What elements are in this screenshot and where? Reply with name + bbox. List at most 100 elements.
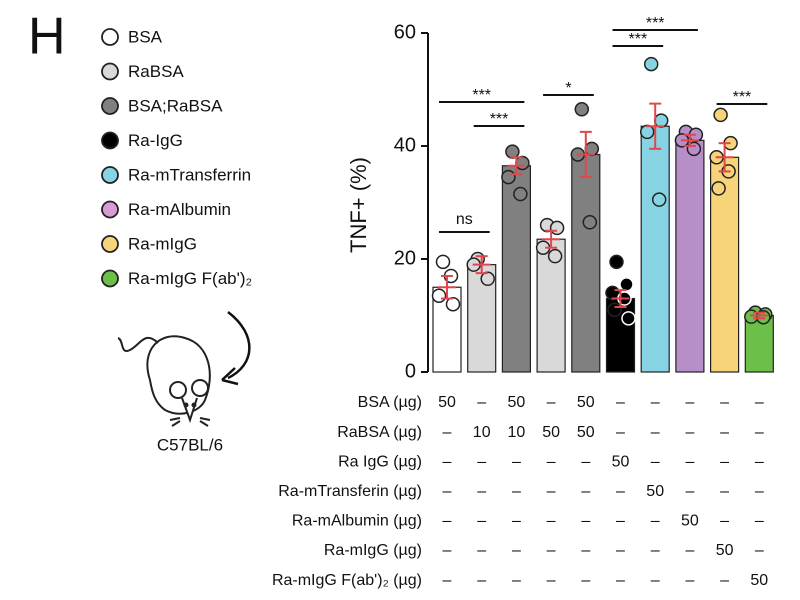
legend-marker: [101, 97, 119, 115]
table-cell: –: [720, 483, 729, 500]
table-cell: –: [616, 424, 625, 441]
y-tick-label: 60: [394, 21, 416, 43]
table-cell: 50: [716, 542, 734, 559]
table-cell: –: [720, 513, 729, 530]
table-cell: –: [755, 542, 764, 559]
table-cell: –: [512, 542, 521, 559]
table-cell: –: [512, 453, 521, 470]
table-cell: –: [720, 453, 729, 470]
table-cell: –: [512, 513, 521, 530]
error-bar: [507, 156, 526, 176]
table-cell: –: [443, 572, 452, 589]
table-cell: –: [581, 483, 590, 500]
data-point: [574, 102, 590, 117]
table-cell: –: [685, 572, 694, 589]
table-cell: 50: [577, 394, 595, 411]
table-cell: –: [685, 483, 694, 500]
legend-label: Ra-mTransferrin: [128, 165, 251, 184]
table-cell: –: [685, 424, 694, 441]
legend-label: BSA: [128, 27, 163, 46]
table-cell: –: [547, 572, 556, 589]
table-cell: –: [581, 542, 590, 559]
error-bar: [646, 102, 665, 150]
table-cell: –: [443, 424, 452, 441]
table-cell: –: [755, 483, 764, 500]
table-cell: –: [547, 483, 556, 500]
table-cell: –: [443, 542, 452, 559]
legend-marker: [101, 28, 119, 46]
table-cell: –: [651, 513, 660, 530]
table-cell: –: [651, 394, 660, 411]
table-cell: –: [616, 483, 625, 500]
y-tick-label: 20: [394, 247, 416, 269]
table-cell: –: [755, 453, 764, 470]
table-cell: 10: [473, 424, 491, 441]
legend-label: Ra-mAlbumin: [128, 200, 231, 219]
data-point: [619, 277, 634, 292]
y-axis-title: TNF+ (%): [346, 157, 371, 253]
table-cell: 50: [612, 453, 630, 470]
legend-label: Ra-mIgG: [128, 234, 197, 253]
table-cell: –: [547, 453, 556, 470]
table-cell: –: [443, 453, 452, 470]
data-point: [621, 311, 636, 326]
data-point: [435, 254, 451, 270]
legend-marker: [101, 200, 119, 219]
error-bar: [576, 130, 595, 179]
error-bar: [542, 229, 561, 249]
legend-label: RaBSA: [128, 62, 184, 81]
data-point: [515, 155, 530, 171]
table-cell: –: [512, 572, 521, 589]
row-label: Ra-mIgG (µg): [324, 542, 422, 559]
table-cell: –: [616, 394, 625, 411]
mouse-icon: [117, 335, 211, 427]
row-label: Ra-mTransferin (µg): [278, 483, 422, 500]
sig-label: ns: [456, 211, 473, 228]
panel-letter: H: [28, 8, 66, 66]
row-label: BSA (µg): [358, 394, 422, 411]
table-cell: –: [755, 513, 764, 530]
data-point: [639, 124, 655, 140]
bar: [640, 125, 670, 373]
data-point: [609, 254, 624, 270]
table-cell: –: [477, 483, 486, 500]
table-cell: 50: [542, 424, 560, 441]
table-cell: –: [581, 572, 590, 589]
table-cell: –: [443, 513, 452, 530]
table-cell: 50: [681, 513, 699, 530]
data-point: [653, 113, 669, 128]
sig-label: ***: [472, 87, 491, 104]
table-cell: –: [477, 453, 486, 470]
table-cell: 50: [750, 572, 768, 589]
sig-label: ***: [646, 15, 665, 32]
error-bar: [715, 142, 734, 173]
data-point: [711, 181, 726, 196]
table-cell: –: [477, 572, 486, 589]
table-cell: 50: [577, 424, 595, 441]
table-cell: 10: [508, 424, 526, 441]
table-cell: –: [512, 483, 521, 500]
table-cell: –: [616, 542, 625, 559]
sig-label: ***: [629, 31, 648, 48]
table-cell: –: [547, 394, 556, 411]
table-cell: –: [720, 424, 729, 441]
table-cell: –: [685, 453, 694, 470]
error-bar: [472, 255, 491, 275]
arrow: [221, 311, 251, 386]
error-bar: [438, 274, 456, 300]
table-cell: 50: [508, 394, 526, 411]
data-point: [505, 144, 520, 159]
table-cell: –: [616, 572, 625, 589]
legend-label: Ra-mIgG F(ab')₂: [128, 269, 252, 288]
sig-label: ***: [490, 111, 509, 128]
legend-label: BSA;RaBSA: [128, 96, 223, 115]
data-point: [643, 56, 659, 72]
table-cell: –: [755, 394, 764, 411]
data-point: [582, 215, 598, 230]
table-cell: –: [685, 542, 694, 559]
y-tick-label: 40: [394, 134, 416, 156]
data-point: [584, 141, 600, 157]
data-point: [607, 302, 622, 318]
bar: [501, 165, 531, 373]
